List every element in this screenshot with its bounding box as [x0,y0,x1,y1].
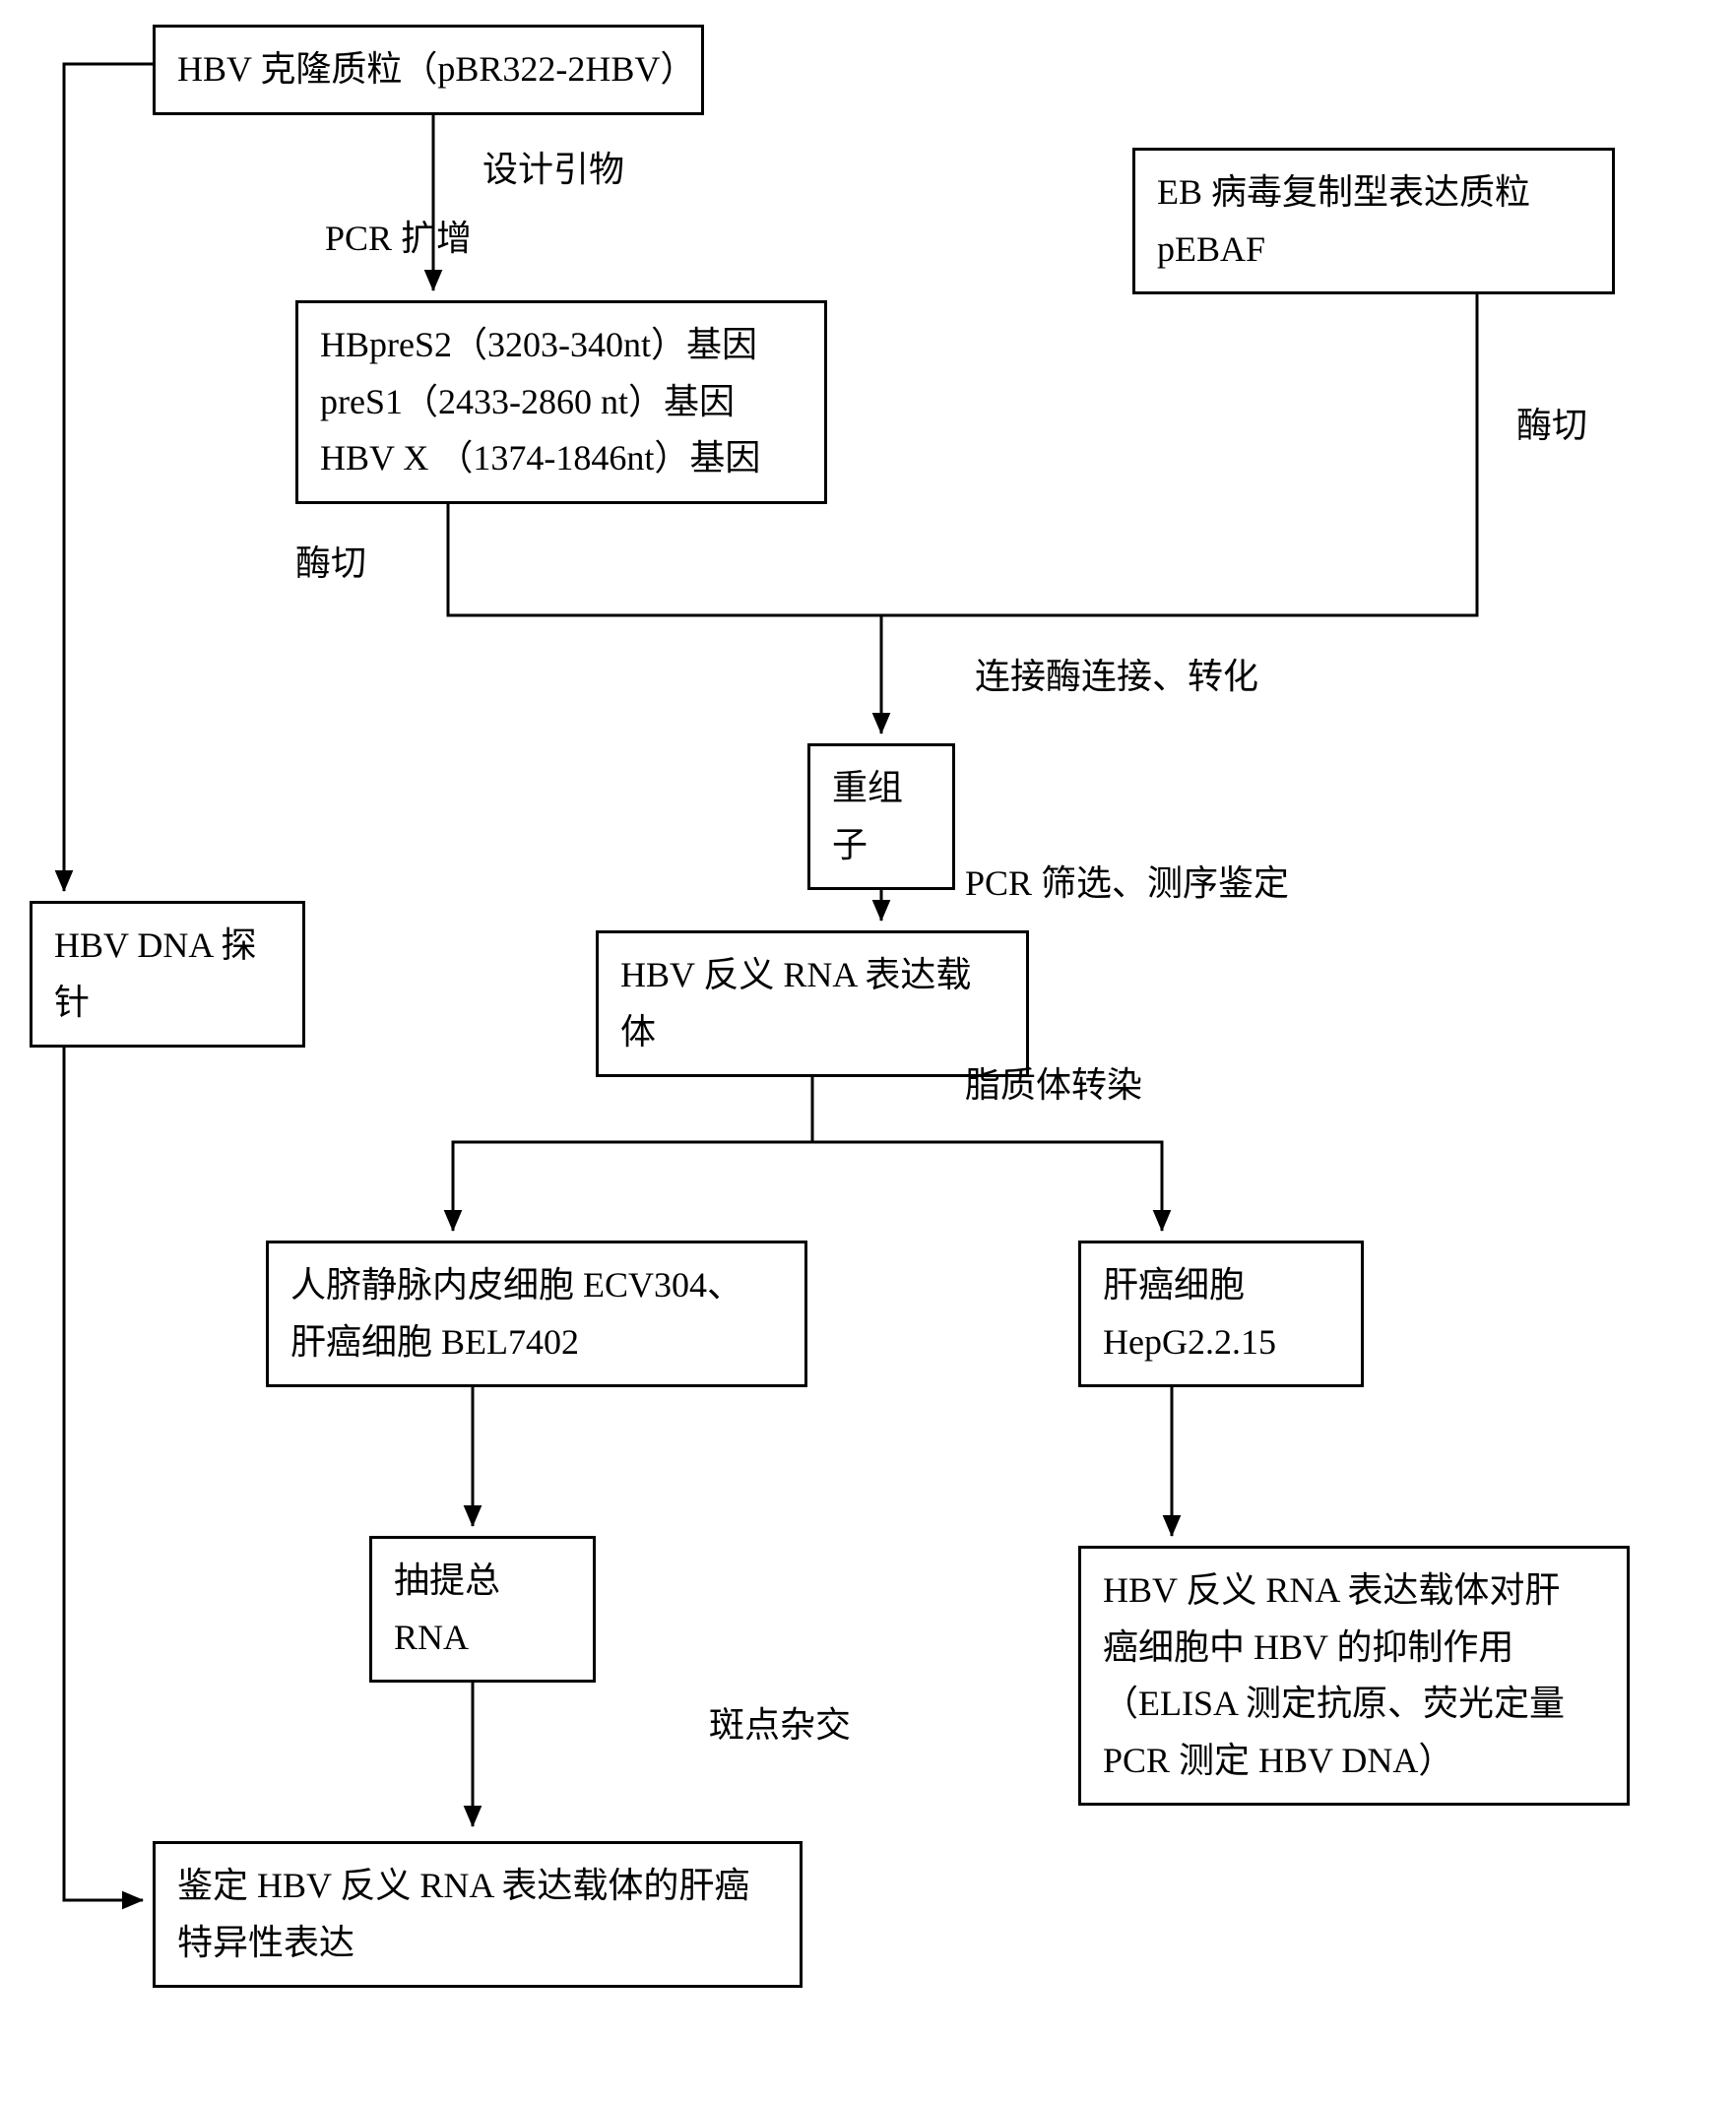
flow-node-n6: 人脐静脉内皮细胞 ECV304、 肝癌细胞 BEL7402 [266,1241,807,1387]
edge-label-l2: PCR 扩增 [325,212,472,265]
edge-label-l8: 斑点杂交 [709,1698,851,1752]
flow-arrow-1 [448,497,881,733]
edge-label-l6: PCR 筛选、测序鉴定 [965,857,1289,910]
flow-node-n7: 肝癌细胞 HepG2.2.15 [1078,1241,1364,1387]
edge-label-l1: 设计引物 [482,143,624,196]
flow-node-n3: EB 病毒复制型表达质粒 pEBAF [1132,148,1615,294]
flow-node-n8: 抽提总 RNA [369,1536,596,1683]
edge-label-l3: 酶切 [1516,399,1587,452]
flow-node-n2: HBpreS2（3203-340nt）基因 preS1（2433-2860 nt… [295,300,827,504]
flow-node-n11: HBV DNA 探针 [30,901,305,1048]
flow-arrow-10 [64,972,143,1900]
edge-label-l4: 酶切 [295,537,366,590]
flow-arrow-2 [881,276,1477,615]
flow-node-n9: HBV 反义 RNA 表达载体对肝 癌细胞中 HBV 的抑制作用 （ELISA … [1078,1546,1630,1806]
flow-node-n4: 重组子 [807,743,955,890]
edge-label-l5: 连接酶连接、转化 [975,650,1258,703]
flow-node-n10: 鉴定 HBV 反义 RNA 表达载体的肝癌 特异性表达 [153,1841,803,1988]
flow-node-n1: HBV 克隆质粒（pBR322-2HBV） [153,25,704,115]
flow-arrow-9 [64,64,153,891]
flow-node-n5: HBV 反义 RNA 表达载体 [596,930,1029,1077]
edge-label-l7: 脂质体转染 [965,1058,1142,1112]
